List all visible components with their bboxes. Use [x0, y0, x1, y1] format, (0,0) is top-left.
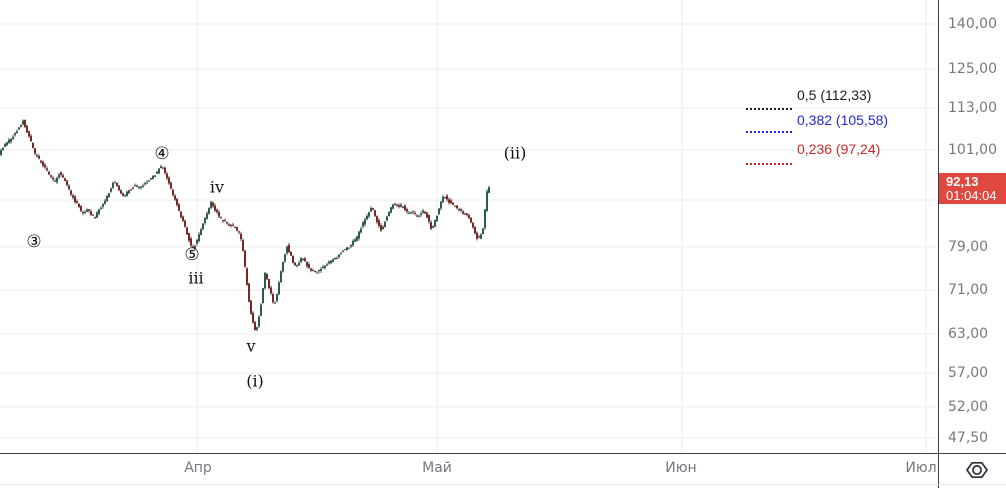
price-axis-label: 57,00 — [948, 365, 989, 381]
chart-plot-area[interactable]: ③ ④ ⑤ iii iv v (i) (ii) 0,5 (112,33) 0,382 (105,5… — [0, 0, 938, 453]
fib-level-line[interactable] — [746, 108, 792, 110]
wave-label[interactable]: ③ — [26, 232, 42, 252]
last-price-badge: 92,13 01:04:04 — [939, 173, 1006, 204]
fib-level-label[interactable]: 0,382 (105,58) — [797, 112, 889, 128]
price-axis-label: 47,50 — [948, 430, 989, 446]
time-axis-label: Июн — [665, 460, 697, 476]
wave-label[interactable]: ⑤ — [184, 245, 200, 265]
price-axis-label: 113,00 — [948, 100, 997, 116]
wave-label[interactable]: iii — [188, 268, 204, 288]
fib-level-line[interactable] — [746, 131, 792, 133]
wave-label[interactable]: v — [246, 336, 256, 356]
wave-label[interactable]: (ii) — [503, 143, 527, 163]
price-axis-label: 140,00 — [948, 16, 997, 32]
price-axis-label: 71,00 — [948, 282, 989, 298]
price-axis-label: 63,00 — [948, 326, 989, 342]
time-axis-label: Июл — [905, 460, 937, 476]
price-axis-label: 125,00 — [948, 61, 997, 77]
last-price-value: 92,13 — [946, 174, 979, 189]
wave-label[interactable]: (i) — [246, 371, 264, 391]
fib-level-line[interactable] — [746, 163, 792, 165]
candlestick-svg — [0, 0, 938, 453]
wave-label[interactable]: ④ — [154, 144, 170, 164]
time-axis-border — [0, 453, 1006, 454]
settings-button[interactable] — [952, 456, 1002, 484]
price-axis-label: 79,00 — [948, 239, 989, 255]
time-axis-label: Май — [422, 460, 452, 476]
time-axis-label: Апр — [184, 460, 212, 476]
fib-level-label[interactable]: 0,236 (97,24) — [797, 141, 881, 157]
price-axis-label: 52,00 — [948, 399, 989, 415]
fib-level-label[interactable]: 0,5 (112,33) — [797, 87, 872, 103]
price-axis-label: 101,00 — [948, 142, 997, 158]
bottom-divider — [0, 484, 1006, 485]
price-axis[interactable]: 92,13 01:04:04 140,00 125,00 113,00 101,00 7… — [939, 0, 1006, 453]
wave-label[interactable]: iv — [209, 177, 225, 197]
settings-icon — [966, 461, 988, 479]
price-axis-border — [938, 0, 939, 488]
last-price-countdown: 01:04:04 — [946, 188, 997, 203]
time-axis[interactable]: Апр Май Июн Июл — [0, 454, 938, 487]
